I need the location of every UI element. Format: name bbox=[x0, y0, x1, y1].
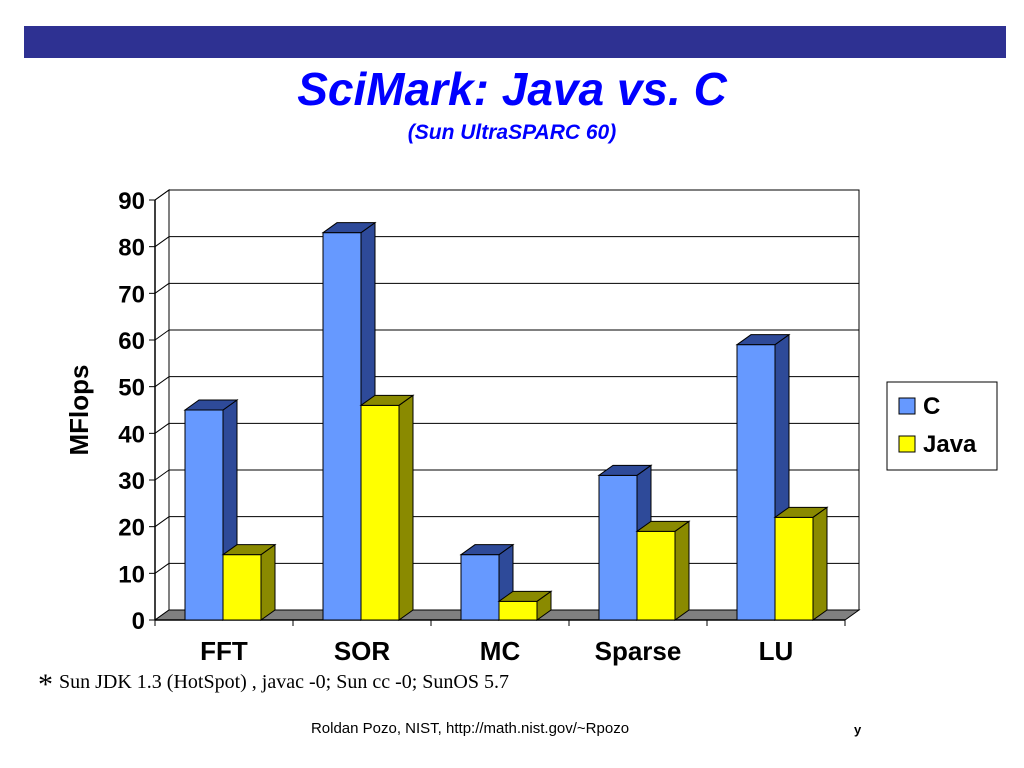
y-tick-label: 80 bbox=[118, 235, 145, 262]
gridline-side bbox=[154, 516, 170, 528]
tick-labels: 0 10 20 30 40 50 60 70 80 90 FFT SOR MC Sparse LU bbox=[118, 188, 793, 666]
bar-front bbox=[360, 404, 400, 621]
bar-side bbox=[398, 394, 414, 621]
bar-front bbox=[222, 554, 262, 621]
bar-top bbox=[221, 544, 277, 556]
legend-label-c: C bbox=[923, 393, 940, 420]
x-tick-label: SOR bbox=[334, 636, 391, 666]
bar-sparse-java bbox=[635, 520, 691, 621]
bar-mc-java bbox=[497, 590, 553, 621]
y-tick-label: 30 bbox=[118, 468, 145, 495]
legend: C Java bbox=[886, 381, 998, 471]
legend-swatch-java bbox=[898, 435, 916, 453]
bars bbox=[183, 221, 829, 621]
bar-top bbox=[635, 520, 691, 532]
x-tick-label: LU bbox=[759, 636, 794, 666]
y-tick-label: 60 bbox=[118, 328, 145, 355]
bar-front bbox=[184, 409, 224, 621]
gridline-side bbox=[154, 329, 170, 341]
bar-front bbox=[598, 474, 638, 621]
y-tick-label: 40 bbox=[118, 421, 145, 448]
gridline-side bbox=[154, 282, 170, 294]
bar-front bbox=[460, 554, 500, 621]
side-wall bbox=[154, 189, 170, 621]
x-tick-label: MC bbox=[480, 636, 521, 666]
gridline-side bbox=[154, 469, 170, 481]
bar-front bbox=[736, 344, 776, 621]
y-axis-label: MFlops bbox=[64, 365, 94, 456]
bar-top bbox=[497, 590, 553, 602]
bar-top bbox=[359, 394, 415, 406]
bar-top bbox=[773, 506, 829, 518]
gridline-side bbox=[154, 562, 170, 574]
x-tick-label: FFT bbox=[200, 636, 248, 666]
bar-top bbox=[597, 464, 653, 476]
bar-sor-java bbox=[359, 394, 415, 621]
bar-front bbox=[636, 530, 676, 621]
footnote-text: Sun JDK 1.3 (HotSpot) , javac -0; Sun cc… bbox=[59, 671, 509, 693]
legend-box bbox=[886, 381, 998, 471]
bar-front bbox=[498, 600, 538, 621]
gridline-side bbox=[154, 422, 170, 434]
y-tick-label: 0 bbox=[132, 608, 145, 635]
footnote-marker: * bbox=[38, 668, 53, 701]
y-tick-label: 20 bbox=[118, 515, 145, 542]
bar-top bbox=[321, 222, 377, 234]
gridline-side bbox=[154, 376, 170, 388]
legend-label-java: Java bbox=[923, 431, 977, 458]
gridline-side bbox=[154, 189, 170, 201]
y-tick-label: 10 bbox=[118, 561, 145, 588]
y-tick-label: 70 bbox=[118, 281, 145, 308]
author-credit: Roldan Pozo, NIST, http://math.nist.gov/… bbox=[310, 720, 630, 737]
bar-lu-java bbox=[773, 506, 829, 621]
footnote: * Sun JDK 1.3 (HotSpot) , javac -0; Sun c… bbox=[38, 668, 509, 702]
y-tick-label: 50 bbox=[118, 375, 145, 402]
bar-front bbox=[322, 232, 362, 621]
x-tick-label: Sparse bbox=[595, 636, 682, 666]
slide-title: SciMark: Java vs. C bbox=[297, 63, 727, 115]
y-tick-label: 90 bbox=[118, 188, 145, 215]
bar-top bbox=[459, 544, 515, 556]
gridline-side bbox=[154, 236, 170, 248]
bar-front bbox=[774, 516, 814, 621]
bar-side bbox=[812, 506, 828, 621]
bar-fft-java bbox=[221, 543, 277, 621]
bar-top bbox=[735, 334, 791, 346]
bar-side bbox=[674, 520, 690, 621]
bar-side bbox=[260, 543, 276, 621]
legend-swatch-c bbox=[898, 397, 916, 415]
top-band bbox=[24, 26, 1006, 58]
page-mark: y bbox=[854, 722, 862, 737]
slide-subtitle: (Sun UltraSPARC 60) bbox=[407, 121, 617, 144]
bar-top bbox=[183, 399, 239, 411]
